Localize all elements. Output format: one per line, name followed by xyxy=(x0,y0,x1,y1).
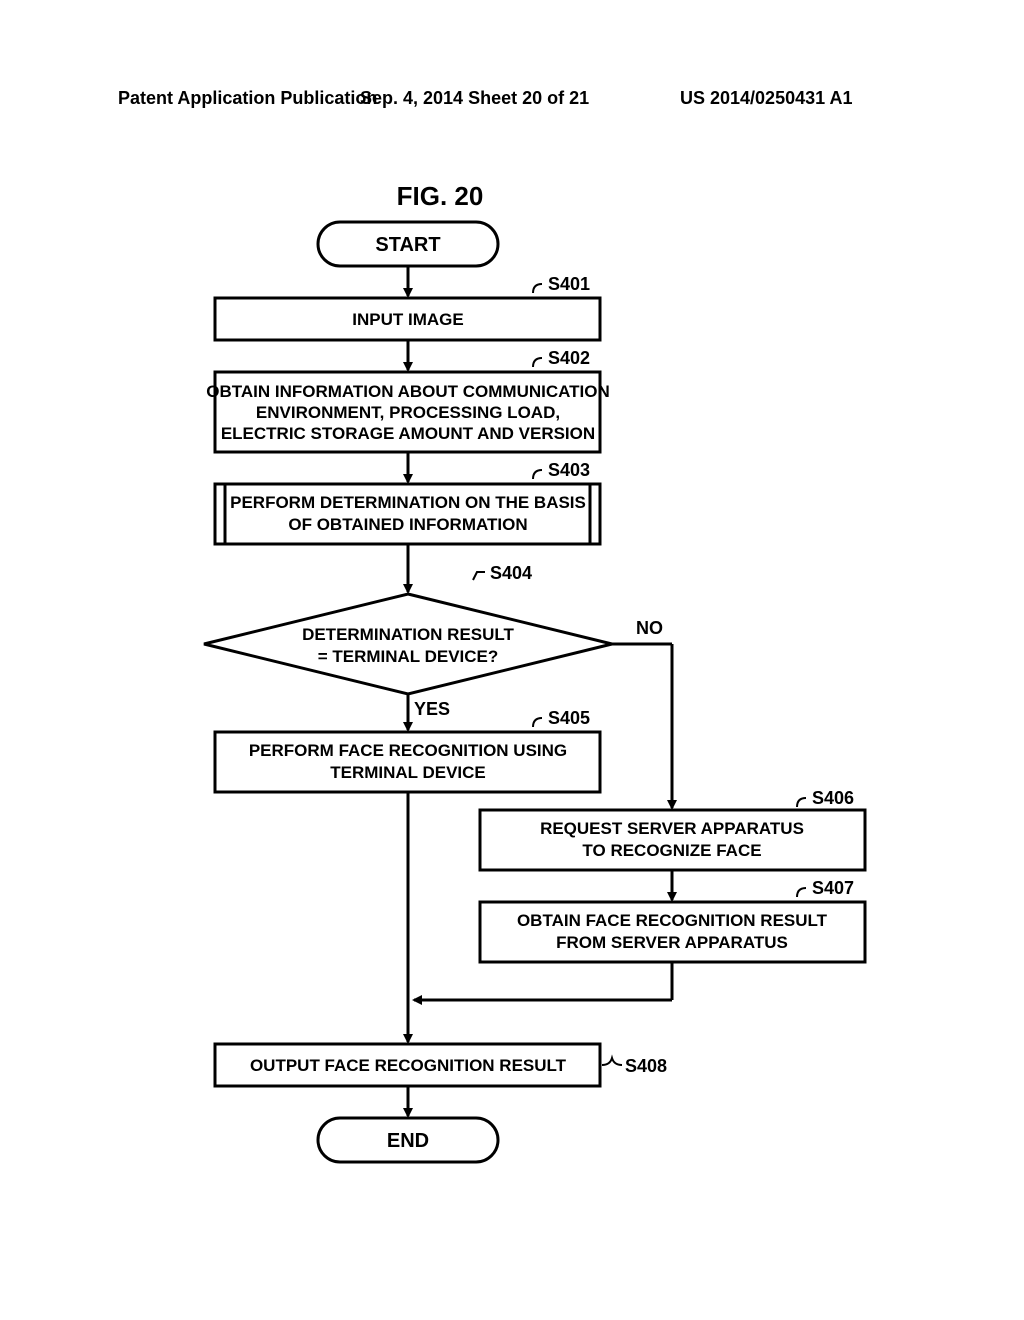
label-s403: S403 xyxy=(533,460,590,480)
svg-text:PERFORM FACE RECOGNITION USING: PERFORM FACE RECOGNITION USING xyxy=(249,741,567,760)
label-s407: S407 xyxy=(797,878,854,898)
decision-s404: DETERMINATION RESULT = TERMINAL DEVICE? xyxy=(204,594,612,694)
label-s401: S401 xyxy=(533,274,590,294)
svg-text:ELECTRIC STORAGE AMOUNT AND VE: ELECTRIC STORAGE AMOUNT AND VERSION xyxy=(221,424,595,443)
svg-text:TERMINAL DEVICE: TERMINAL DEVICE xyxy=(330,763,486,782)
label-s402: S402 xyxy=(533,348,590,368)
svg-text:OF OBTAINED INFORMATION: OF OBTAINED INFORMATION xyxy=(288,515,527,534)
terminal-end: END xyxy=(318,1118,498,1162)
svg-text:OBTAIN INFORMATION ABOUT COMMU: OBTAIN INFORMATION ABOUT COMMUNICATION xyxy=(206,382,610,401)
box-s402: OBTAIN INFORMATION ABOUT COMMUNICATION E… xyxy=(206,372,610,452)
svg-text:S403: S403 xyxy=(548,460,590,480)
branch-yes-label: YES xyxy=(414,699,450,719)
svg-text:PERFORM DETERMINATION ON THE B: PERFORM DETERMINATION ON THE BASIS xyxy=(230,493,586,512)
svg-text:S407: S407 xyxy=(812,878,854,898)
svg-text:DETERMINATION RESULT: DETERMINATION RESULT xyxy=(302,625,514,644)
box-s407: OBTAIN FACE RECOGNITION RESULT FROM SERV… xyxy=(480,902,865,962)
svg-text:S401: S401 xyxy=(548,274,590,294)
box-s403: PERFORM DETERMINATION ON THE BASIS OF OB… xyxy=(215,484,600,544)
svg-text:INPUT IMAGE: INPUT IMAGE xyxy=(352,310,463,329)
flowchart: FIG. 20 START S401 INPUT IMAGE S402 OBTA xyxy=(0,0,1024,1320)
figure-title: FIG. 20 xyxy=(397,181,484,211)
svg-text:OUTPUT FACE RECOGNITION RESULT: OUTPUT FACE RECOGNITION RESULT xyxy=(250,1056,567,1075)
label-s404: S404 xyxy=(473,563,532,583)
label-s406: S406 xyxy=(797,788,854,808)
svg-text:END: END xyxy=(387,1130,429,1152)
svg-text:S405: S405 xyxy=(548,708,590,728)
svg-text:S408: S408 xyxy=(625,1056,667,1076)
terminal-start: START xyxy=(318,222,498,266)
svg-text:S406: S406 xyxy=(812,788,854,808)
svg-text:S402: S402 xyxy=(548,348,590,368)
label-s405: S405 xyxy=(533,708,590,728)
branch-no-label: NO xyxy=(636,618,663,638)
box-s401: INPUT IMAGE xyxy=(215,298,600,340)
svg-text:OBTAIN FACE RECOGNITION RESULT: OBTAIN FACE RECOGNITION RESULT xyxy=(517,911,828,930)
svg-text:START: START xyxy=(375,234,440,256)
svg-text:REQUEST SERVER APPARATUS: REQUEST SERVER APPARATUS xyxy=(540,819,804,838)
svg-text:ENVIRONMENT, PROCESSING LOAD,: ENVIRONMENT, PROCESSING LOAD, xyxy=(256,403,560,422)
svg-text:FROM SERVER APPARATUS: FROM SERVER APPARATUS xyxy=(556,933,788,952)
svg-text:TO RECOGNIZE FACE: TO RECOGNIZE FACE xyxy=(582,841,761,860)
box-s408: OUTPUT FACE RECOGNITION RESULT xyxy=(215,1044,600,1086)
box-s405: PERFORM FACE RECOGNITION USING TERMINAL … xyxy=(215,732,600,792)
svg-text:S404: S404 xyxy=(490,563,532,583)
svg-text:= TERMINAL DEVICE?: = TERMINAL DEVICE? xyxy=(318,647,499,666)
label-s408: S408 xyxy=(602,1056,667,1076)
box-s406: REQUEST SERVER APPARATUS TO RECOGNIZE FA… xyxy=(480,810,865,870)
